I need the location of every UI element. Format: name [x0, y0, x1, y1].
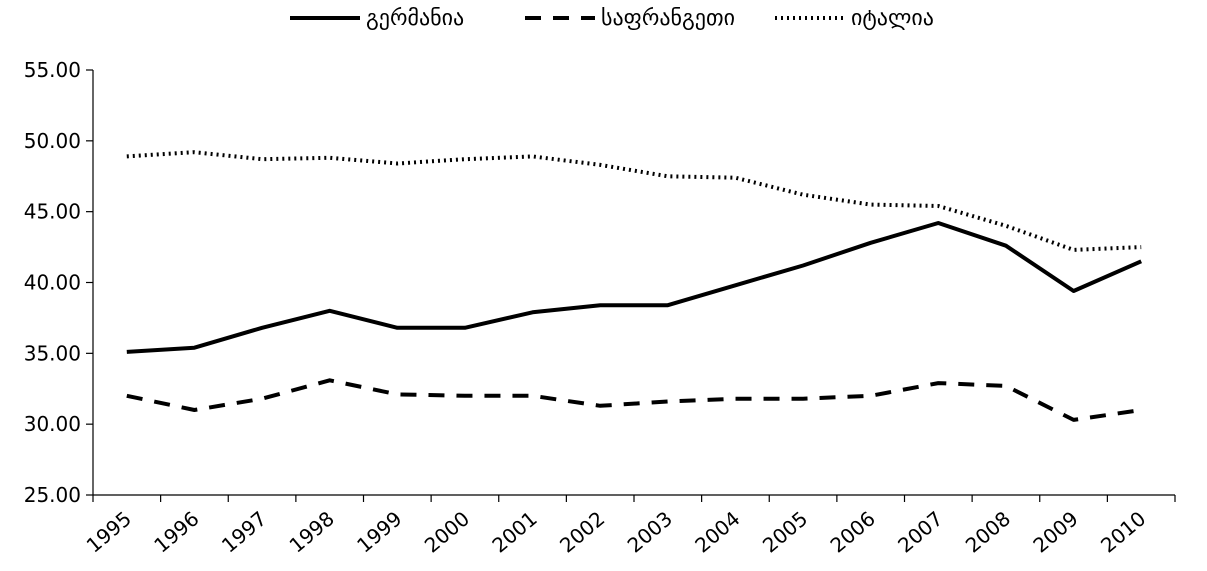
- series-layer: [126, 150, 1143, 422]
- axes: 25.00 30.00 35.00 40.00 45.00 50.00 55.00 1995 1…: [24, 58, 1176, 558]
- x-tick-label: 2010: [1096, 506, 1150, 557]
- y-tick-label: 55.00: [24, 58, 81, 82]
- y-tick-label: 25.00: [24, 483, 81, 507]
- y-tick-label: 30.00: [24, 412, 81, 436]
- x-tick-label: 2008: [961, 506, 1015, 557]
- x-tick-label: 2000: [420, 506, 474, 557]
- x-tick-label: 1995: [82, 506, 136, 557]
- x-tick-label: 2004: [690, 506, 744, 557]
- x-tick-label: 1996: [149, 506, 203, 557]
- series-line-2: [126, 378, 1142, 422]
- x-tick-label: 2002: [555, 506, 609, 557]
- legend-label-2: საფრანგეთი: [601, 6, 735, 31]
- series-line-3: [126, 150, 1142, 252]
- x-tick-label: 2007: [893, 506, 947, 557]
- y-tick-label: 50.00: [24, 129, 81, 153]
- series-line-1: [126, 221, 1143, 354]
- legend-label-1: გერმანია: [366, 6, 464, 31]
- y-tick-label: 35.00: [24, 341, 81, 365]
- x-tick-label: 1997: [217, 506, 271, 557]
- x-tick-label: 2006: [825, 506, 879, 557]
- x-tick-label: 2009: [1028, 506, 1082, 557]
- x-tick-label: 1999: [352, 506, 406, 557]
- x-tick-label: 2003: [623, 506, 677, 557]
- legend: გერმანია საფრანგეთი იტალია: [290, 6, 934, 31]
- x-tick-label: 2005: [758, 506, 812, 557]
- legend-label-3: იტალია: [851, 6, 934, 31]
- y-tick-label: 45.00: [24, 200, 81, 224]
- y-tick-label: 40.00: [24, 271, 81, 295]
- x-tick-label: 1998: [284, 506, 338, 557]
- x-tick-label: 2001: [487, 506, 541, 557]
